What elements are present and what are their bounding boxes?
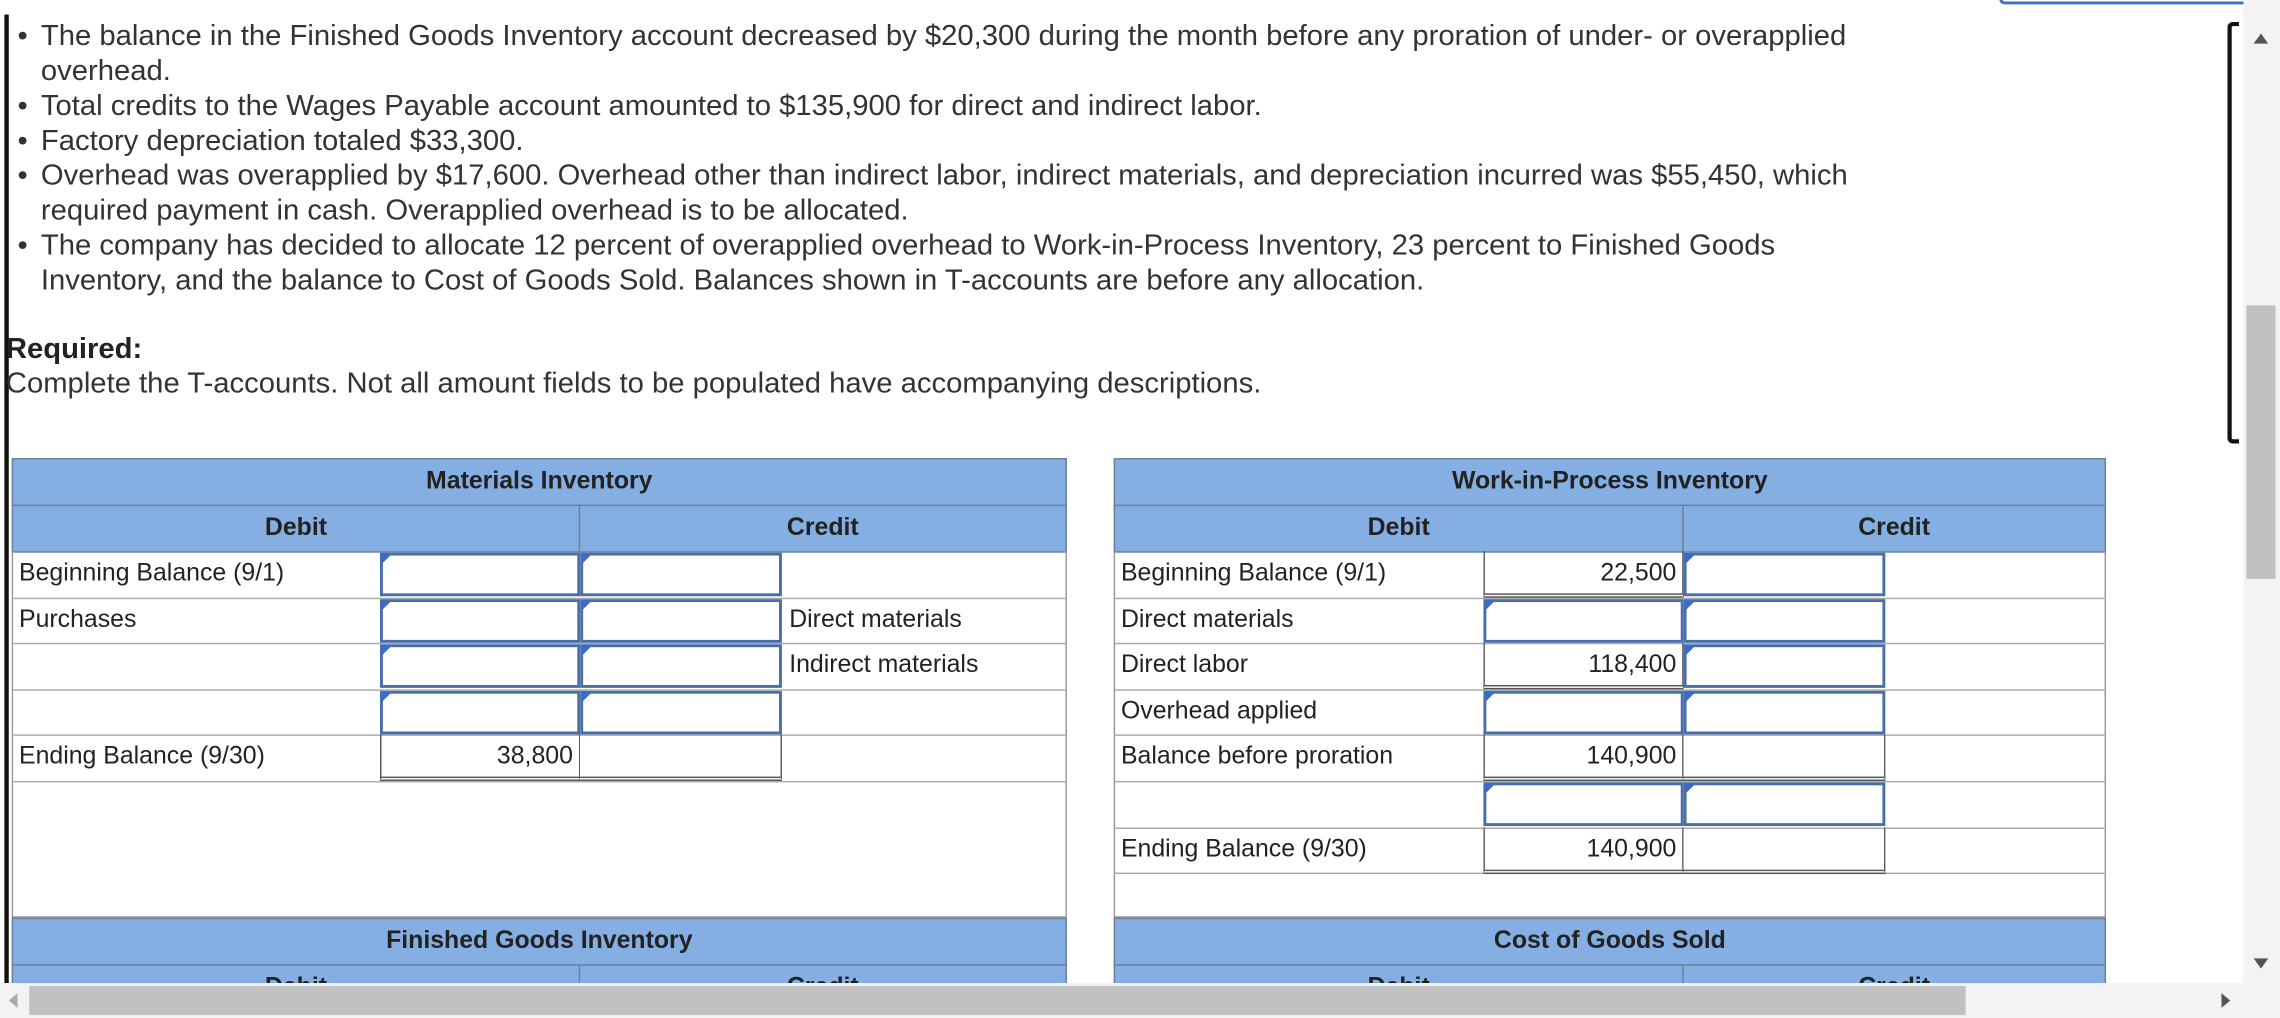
bullet-item: The company has decided to allocate 12 p… (18, 228, 1882, 298)
amount-input[interactable] (1683, 598, 1886, 643)
debit-amount: 38,800 (496, 742, 573, 770)
row-line (11, 689, 1067, 691)
credit-label: Indirect materials (789, 650, 979, 678)
row-line (11, 734, 1067, 737)
debit-header: Debit (1113, 964, 1684, 984)
instruction: Complete the T-accounts. Not all amount … (5, 367, 1262, 400)
bullet-item: Total credits to the Wages Payable accou… (18, 89, 1882, 124)
row-label: Direct labor (1120, 650, 1249, 678)
amount-cell (1483, 643, 1684, 690)
row-label: Beginning Balance (9/1) (1120, 558, 1387, 587)
credit-cell (1683, 734, 1886, 782)
debit-amount: 140,900 (1586, 834, 1677, 862)
amount-input[interactable] (379, 552, 581, 597)
table-body (1113, 551, 2107, 918)
amount-input[interactable] (1483, 782, 1684, 827)
row-line (1113, 872, 2107, 875)
credit-cell (580, 734, 782, 782)
required-label: Required: (5, 333, 143, 366)
debit-header: Debit (1113, 504, 1684, 553)
bullet-item: Factory depreciation totaled $33,300. (18, 124, 1882, 159)
vertical-scroll-thumb[interactable] (2246, 305, 2276, 579)
credit-header: Credit (1682, 504, 2107, 553)
row-line (1113, 597, 2107, 599)
amount-input[interactable] (580, 644, 782, 689)
amount-cell (1483, 551, 1684, 598)
row-label: Balance before proration (1120, 742, 1394, 770)
row-label: Direct materials (1120, 604, 1294, 633)
amount-cell (1483, 826, 1684, 874)
row-line (1113, 780, 2107, 783)
amount-input[interactable] (1483, 690, 1684, 735)
amount-input[interactable] (580, 690, 782, 735)
amount-cell (1483, 734, 1684, 782)
credit-header: Credit (1682, 964, 2107, 984)
amount-input[interactable] (580, 598, 782, 643)
row-label: Purchases (18, 604, 137, 633)
table-title: Materials Inventory (11, 458, 1067, 507)
row-line (11, 643, 1067, 645)
table-title: Work-in-Process Inventory (1113, 458, 2107, 507)
amount-input[interactable] (1683, 644, 1886, 689)
amount-input[interactable] (379, 690, 581, 735)
credit-header: Credit (578, 504, 1067, 553)
debit-header: Debit (11, 964, 581, 984)
horizontal-scroll-thumb[interactable] (29, 986, 1966, 1016)
row-line (1113, 689, 2107, 691)
debit-amount: 140,900 (1586, 742, 1677, 770)
amount-input[interactable] (1483, 598, 1684, 643)
debit-amount: 22,500 (1600, 558, 1677, 587)
bullet-item: The balance in the Finished Goods Invent… (18, 19, 1882, 89)
content: The balance in the Finished Goods Invent… (0, 0, 2236, 983)
row-label: Ending Balance (9/30) (18, 742, 265, 770)
debit-header: Debit (11, 504, 581, 553)
row-line (1113, 826, 2107, 829)
h-scroll-arrows (8, 993, 2231, 1008)
credit-cell (1683, 826, 1886, 874)
bullet-list: The balance in the Finished Goods Invent… (15, 19, 1883, 298)
scroll-bracket (2227, 21, 2240, 444)
table-title: Finished Goods Inventory (11, 917, 1067, 966)
debit-amount: 118,400 (1588, 650, 1677, 678)
amount-input[interactable] (580, 552, 782, 597)
scroll-arrows (2253, 33, 2269, 969)
row-line (11, 597, 1067, 599)
table-title: Cost of Goods Sold (1113, 917, 2107, 966)
left-rule (4, 14, 9, 984)
amount-input[interactable] (1683, 782, 1886, 827)
row-line (1113, 734, 2107, 737)
table-body (11, 551, 1067, 918)
credit-label: Direct materials (789, 604, 962, 633)
row-line (11, 780, 1067, 783)
amount-input[interactable] (1683, 690, 1886, 735)
top-button[interactable] (1999, 0, 2257, 5)
amount-input[interactable] (1683, 552, 1886, 597)
row-label: Overhead applied (1120, 696, 1318, 724)
credit-header: Credit (578, 964, 1067, 984)
row-line (1113, 643, 2107, 645)
amount-cell (379, 734, 581, 782)
amount-input[interactable] (379, 598, 581, 643)
bullet-item: Overhead was overapplied by $17,600. Ove… (18, 159, 1882, 229)
row-label: Beginning Balance (9/1) (18, 558, 285, 587)
row-label: Ending Balance (9/30) (1120, 834, 1367, 862)
amount-input[interactable] (379, 644, 581, 689)
